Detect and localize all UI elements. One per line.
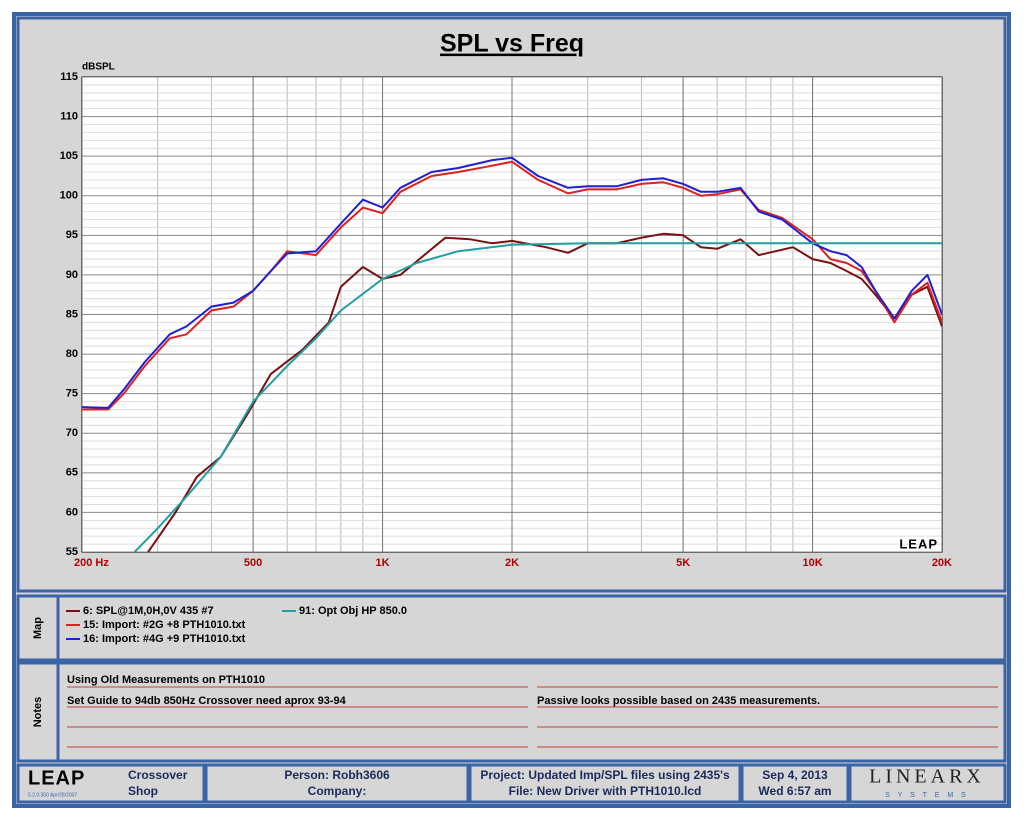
y-tick-label: 60	[66, 506, 78, 518]
map-panel	[16, 594, 1007, 662]
series-line	[147, 232, 942, 552]
y-tick-label: 105	[60, 150, 78, 162]
y-tick-label: 75	[66, 388, 78, 400]
watermark: LEAP	[899, 536, 938, 551]
project: Project: Updated Imp/SPL files using 243…	[480, 768, 730, 782]
person: Person: Robh3606	[284, 768, 390, 782]
x-tick-label: 10K	[802, 557, 822, 569]
y-tick-label: 110	[60, 110, 78, 122]
chart-title: SPL vs Freq	[440, 30, 584, 58]
y-tick-label: 90	[66, 269, 78, 281]
series-line	[133, 242, 942, 552]
y-tick-label: 95	[66, 229, 78, 241]
map-label: Map	[32, 617, 44, 639]
note: Set Guide to 94db 850Hz Crossover need a…	[67, 695, 347, 707]
notes-label: Notes	[32, 697, 44, 728]
legend-label: 16: Import: #4G +9 PTH1010.txt	[83, 633, 246, 645]
y-tick-label: 80	[66, 348, 78, 360]
product: Crossover	[128, 768, 188, 782]
legend-label: 91: Opt Obj HP 850.0	[299, 605, 407, 617]
note: Passive looks possible based on 2435 mea…	[537, 695, 820, 707]
y-tick-label: 65	[66, 467, 78, 479]
legend-label: 6: SPL@1M,0H,0V 435 #7	[83, 605, 214, 617]
date: Sep 4, 2013	[762, 768, 828, 782]
notes-panel	[16, 661, 1007, 763]
legend: 6: SPL@1M,0H,0V 435 #7 15: Import: #2G +8…	[66, 605, 407, 645]
y-tick-label: 70	[66, 427, 78, 439]
series-line	[82, 156, 942, 409]
company: Company:	[308, 784, 367, 798]
version: 5.2.0.350 Apr/28/2007	[28, 792, 77, 798]
x-tick-label: 20K	[932, 557, 952, 569]
file: File: New Driver with PTH1010.lcd	[509, 784, 702, 798]
y-tick-label: 100	[60, 190, 78, 202]
logo: LEAP	[28, 767, 85, 789]
note-lines	[67, 686, 998, 748]
note: Using Old Measurements on PTH1010	[67, 674, 265, 686]
x-tick-label: 500	[244, 557, 262, 569]
brand-sub: S Y S T E M S	[885, 792, 969, 799]
product: Shop	[128, 784, 158, 798]
x-tick-label: 200 Hz	[74, 557, 109, 569]
series-line	[82, 160, 942, 411]
legend-label: 15: Import: #2G +8 PTH1010.txt	[83, 619, 246, 631]
x-tick-label: 5K	[676, 557, 690, 569]
y-tick-label: 85	[66, 308, 78, 320]
y-tick-label: 115	[60, 71, 78, 83]
y-tick-label: 55	[66, 546, 78, 558]
footer-boxes	[16, 763, 1007, 804]
x-tick-label: 2K	[505, 557, 519, 569]
brand: LINEARX	[869, 766, 985, 788]
plot	[82, 77, 942, 552]
time: Wed 6:57 am	[758, 784, 831, 798]
y-axis-label: dBSPL	[82, 62, 115, 73]
x-tick-label: 1K	[376, 557, 390, 569]
